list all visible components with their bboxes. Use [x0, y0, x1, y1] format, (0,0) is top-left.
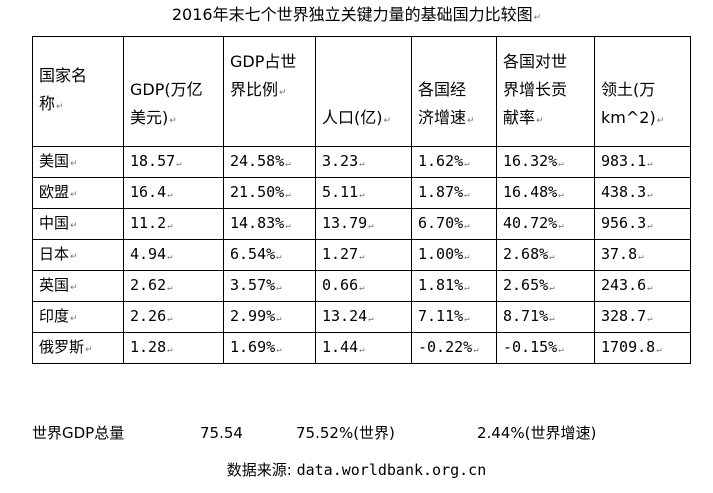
header-cell: GDP占世 界比例↵	[223, 36, 316, 147]
header-cell: 国家名 称↵	[32, 36, 124, 147]
value-cell: 18.57↵	[123, 146, 224, 178]
value-cell: 14.83%↵	[223, 208, 316, 240]
value-cell: 1.87%↵	[411, 177, 497, 209]
value-cell: -0.22%↵	[411, 332, 497, 364]
value-cell: 3.23↵	[315, 146, 412, 178]
table-row: 日本↵ 4.94↵ 6.54%↵ 1.27↵ 1.00%↵ 2.68%↵ 37.8↵	[32, 239, 691, 271]
source-label: 数据来源:	[226, 461, 292, 479]
value-cell: 13.24↵	[315, 301, 412, 333]
value-cell: 4.94↵	[123, 239, 224, 271]
table-row: 欧盟↵ 16.4↵ 21.50%↵ 5.11↵ 1.87%↵ 16.48%↵ 438.3↵	[32, 177, 691, 209]
page-title: 2016年末七个世界独立关键力量的基础国力比较图↵	[0, 2, 713, 31]
country-cell: 中国↵	[32, 208, 124, 240]
value-cell: 438.3↵	[594, 177, 691, 209]
summary-gdp: 75.54	[200, 424, 243, 442]
country-cell: 欧盟↵	[32, 177, 124, 209]
value-cell: 2.62↵	[123, 270, 224, 302]
value-cell: 13.79↵	[315, 208, 412, 240]
header-cell: GDP(万亿 美元)↵	[123, 36, 224, 147]
value-cell: 328.7↵	[594, 301, 691, 333]
value-cell: 6.70%↵	[411, 208, 497, 240]
value-cell: 1.69%↵	[223, 332, 316, 364]
value-cell: 16.32%↵	[496, 146, 595, 178]
country-cell: 俄罗斯↵	[32, 332, 124, 364]
value-cell: 1.28↵	[123, 332, 224, 364]
table-row: 美国↵ 18.57↵ 24.58%↵ 3.23↵ 1.62%↵ 16.32%↵ 983.1↵	[32, 146, 691, 178]
value-cell: 956.3↵	[594, 208, 691, 240]
country-cell: 英国↵	[32, 270, 124, 302]
summary-label: 世界GDP总量	[32, 424, 125, 442]
header-cell: 人口(亿)↵	[315, 36, 412, 147]
table-row: 中国↵ 11.2↵ 14.83%↵ 13.79↵ 6.70%↵ 40.72%↵ 956.3↵	[32, 208, 691, 240]
value-cell: 1.00%↵	[411, 239, 497, 271]
header-cell: 领土(万 km^2)↵	[594, 36, 691, 147]
value-cell: 7.11%↵	[411, 301, 497, 333]
value-cell: 8.71%↵	[496, 301, 595, 333]
value-cell: 6.54%↵	[223, 239, 316, 271]
header-row: 国家名 称↵ GDP(万亿 美元)↵ GDP占世 界比例↵ 人口(亿)↵ 各国经 济增速…	[32, 36, 691, 147]
value-cell: 0.66↵	[315, 270, 412, 302]
value-cell: 24.58%↵	[223, 146, 316, 178]
value-cell: 2.99%↵	[223, 301, 316, 333]
title-text: 2016年末七个世界独立关键力量的基础国力比较图	[171, 5, 533, 24]
value-cell: 1709.8↵	[594, 332, 691, 364]
country-cell: 日本↵	[32, 239, 124, 271]
source-line: 数据来源: data.worldbank.org.cn	[0, 457, 713, 483]
table-row: 英国↵ 2.62↵ 3.57%↵ 0.66↵ 1.81%↵ 2.65%↵ 243.6↵	[32, 270, 691, 302]
country-cell: 美国↵	[32, 146, 124, 178]
value-cell: 2.26↵	[123, 301, 224, 333]
value-cell: 16.4↵	[123, 177, 224, 209]
paragraph-mark-icon: ↵	[533, 13, 542, 23]
summary-share: 75.52%(世界)	[296, 424, 395, 442]
value-cell: 5.11↵	[315, 177, 412, 209]
value-cell: 2.65%↵	[496, 270, 595, 302]
value-cell: 37.8↵	[594, 239, 691, 271]
value-cell: 1.62%↵	[411, 146, 497, 178]
header-cell: 各国对世 界增长贡 献率↵	[496, 36, 595, 147]
value-cell: 2.68%↵	[496, 239, 595, 271]
table-row: 俄罗斯↵ 1.28↵ 1.69%↵ 1.44↵ -0.22%↵ -0.15%↵ 1709.8…	[32, 332, 691, 364]
data-table: 国家名 称↵ GDP(万亿 美元)↵ GDP占世 界比例↵ 人口(亿)↵ 各国经 济增速…	[32, 36, 691, 364]
value-cell: 11.2↵	[123, 208, 224, 240]
value-cell: 243.6↵	[594, 270, 691, 302]
value-cell: 1.81%↵	[411, 270, 497, 302]
value-cell: 1.27↵	[315, 239, 412, 271]
value-cell: -0.15%↵	[496, 332, 595, 364]
country-cell: 印度↵	[32, 301, 124, 333]
value-cell: 983.1↵	[594, 146, 691, 178]
table-row: 印度↵ 2.26↵ 2.99%↵ 13.24↵ 7.11%↵ 8.71%↵ 328.7↵	[32, 301, 691, 333]
value-cell: 1.44↵	[315, 332, 412, 364]
summary-growth: 2.44%(世界增速)	[477, 424, 597, 442]
value-cell: 16.48%↵	[496, 177, 595, 209]
header-cell: 各国经 济增速↵	[411, 36, 497, 147]
source-url: data.worldbank.org.cn	[296, 461, 487, 479]
value-cell: 3.57%↵	[223, 270, 316, 302]
value-cell: 21.50%↵	[223, 177, 316, 209]
value-cell: 40.72%↵	[496, 208, 595, 240]
